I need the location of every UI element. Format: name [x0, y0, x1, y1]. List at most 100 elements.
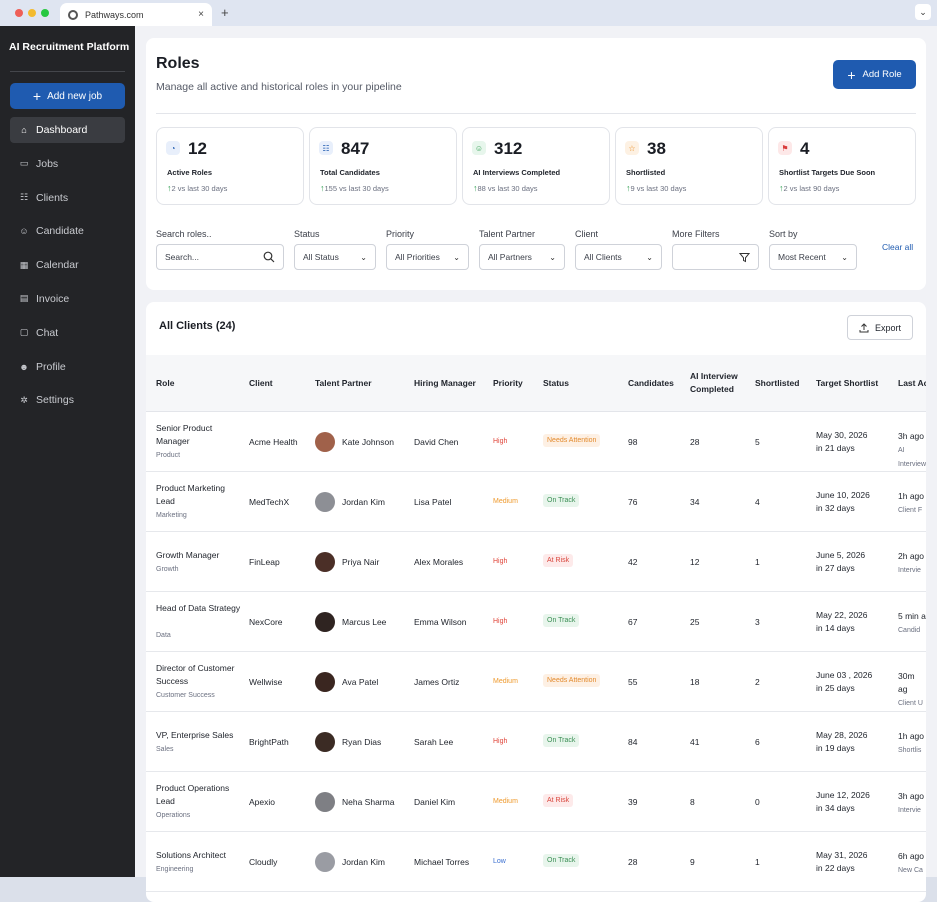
- maximize-window-button[interactable]: [41, 9, 49, 17]
- add-new-job-button[interactable]: + Add new job: [10, 83, 125, 109]
- status-select[interactable]: All Status ⌄: [294, 244, 376, 270]
- sort-label: Sort by: [769, 229, 798, 239]
- sidebar-item-clients[interactable]: ☷ Clients: [10, 185, 125, 211]
- col-status[interactable]: Status: [543, 378, 569, 388]
- table-row[interactable]: Product Marketing Lead Marketing MedTechX J…: [146, 472, 926, 532]
- last-activity: 3h ago Intervie: [898, 790, 924, 817]
- role-name[interactable]: Senior Product Manager: [156, 423, 213, 446]
- role-name[interactable]: Product Operations Lead: [156, 783, 230, 806]
- sidebar-item-dashboard[interactable]: ⌂ Dashboard: [10, 117, 125, 143]
- priority-label: High: [493, 738, 508, 745]
- last-activity: 1h ago Shortlis: [898, 730, 924, 757]
- col-ai-interview[interactable]: AI Interview: [690, 371, 738, 381]
- role-department: Product: [156, 452, 181, 459]
- table-row[interactable]: Product Operations Lead Operations Apexio N…: [146, 772, 926, 832]
- role-name[interactable]: VP, Enterprise Sales: [156, 730, 234, 740]
- table-row[interactable]: Solutions Architect Engineering Cloudly Jor…: [146, 832, 926, 892]
- col-target-shortlist[interactable]: Target Shortlist: [816, 378, 879, 388]
- client-select[interactable]: All Clients ⌄: [575, 244, 662, 270]
- target-date: May 31, 2026: [816, 850, 868, 860]
- stat-change: ↑155 vs last 30 days: [320, 183, 389, 193]
- col-priority[interactable]: Priority: [493, 378, 523, 388]
- sidebar-item-candidate[interactable]: ☺ Candidate: [10, 218, 125, 244]
- role-name[interactable]: Product Marketing Lead: [156, 483, 225, 506]
- more-filters-button[interactable]: [672, 244, 759, 270]
- candidates-icon: ☷: [319, 141, 333, 155]
- role-name[interactable]: Director of Customer Success: [156, 663, 235, 686]
- talent-partner: Ryan Dias: [342, 737, 382, 747]
- chevron-down-icon: ⌄: [453, 252, 460, 262]
- sidebar-item-profile[interactable]: ☻ Profile: [10, 354, 125, 380]
- close-tab-icon[interactable]: ×: [198, 9, 204, 20]
- avatar: [315, 792, 335, 812]
- partner-select[interactable]: All Partners ⌄: [479, 244, 565, 270]
- tab-title: Pathways.com: [85, 9, 144, 20]
- chevron-down-icon[interactable]: ⌄: [915, 4, 931, 20]
- table-row[interactable]: Growth Manager Growth FinLeap Priya Nair Ale…: [146, 532, 926, 592]
- col-hiring-manager[interactable]: Hiring Manager: [414, 378, 476, 388]
- client-name: MedTechX: [249, 497, 290, 507]
- role-department: Data: [156, 632, 171, 639]
- sidebar-item-settings[interactable]: ✲ Settings: [10, 387, 125, 413]
- priority-label: Medium: [493, 798, 518, 805]
- sidebar-item-jobs[interactable]: ▭ Jobs: [10, 151, 125, 177]
- col-ai-completed: Completed: [690, 384, 734, 394]
- client-name: FinLeap: [249, 557, 280, 567]
- col-client[interactable]: Client: [249, 378, 273, 388]
- browser-tab[interactable]: Pathways.com ×: [60, 3, 212, 26]
- stat-label: AI Interviews Completed: [473, 168, 561, 177]
- chevron-down-icon: ⌄: [549, 252, 556, 262]
- col-candidates[interactable]: Candidates: [628, 378, 674, 388]
- stat-change-text: 2 vs last 90 days: [783, 184, 840, 193]
- role-name[interactable]: Solutions Architect: [156, 850, 226, 860]
- col-last-activity[interactable]: Last Activity: [898, 378, 926, 388]
- flag-icon: ⚑: [778, 141, 792, 155]
- sidebar-item-invoice[interactable]: ▤ Invoice: [10, 286, 125, 312]
- role-department: Customer Success: [156, 692, 215, 699]
- minimize-window-button[interactable]: [28, 9, 36, 17]
- sidebar-item-label: Jobs: [36, 157, 59, 170]
- page-title: Roles: [156, 55, 200, 72]
- header-divider: [156, 113, 916, 114]
- arrow-up-icon: ↑: [473, 183, 478, 193]
- arrow-up-icon: ↑: [779, 183, 784, 193]
- sort-select[interactable]: Most Recent ⌄: [769, 244, 857, 270]
- table-row[interactable]: Senior Product Manager Product Acme Health…: [146, 412, 926, 472]
- target-shortlist: May 28, 2026 in 19 days: [816, 729, 868, 755]
- status-badge: Needs Attention: [543, 434, 601, 447]
- close-window-button[interactable]: [15, 9, 23, 17]
- col-role[interactable]: Role: [156, 378, 175, 388]
- target-due: in 25 days: [816, 683, 855, 693]
- arrow-up-icon: ↑: [626, 183, 631, 193]
- last-activity-detail: New Ca: [898, 867, 923, 874]
- target-date: June 10, 2026: [816, 490, 870, 500]
- priority-select[interactable]: All Priorities ⌄: [386, 244, 469, 270]
- export-label: Export: [874, 322, 901, 333]
- target-shortlist: June 10, 2026 in 32 days: [816, 489, 870, 515]
- col-shortlisted[interactable]: Shortlisted: [755, 378, 800, 388]
- shortlisted-count: 1: [755, 557, 760, 567]
- new-tab-button[interactable]: +: [221, 5, 229, 20]
- export-button[interactable]: Export: [847, 315, 913, 340]
- chat-icon: ▢: [19, 327, 29, 338]
- table-row[interactable]: Head of Data Strategy Data NexCore Marcus L…: [146, 592, 926, 652]
- table-row[interactable]: VP, Enterprise Sales Sales BrightPath Ryan …: [146, 712, 926, 772]
- table-row[interactable]: Director of Customer Success Customer Suc…: [146, 652, 926, 712]
- search-input[interactable]: Search...: [156, 244, 284, 270]
- briefcase-icon: ▭: [19, 158, 29, 169]
- users-icon: ☷: [19, 192, 29, 203]
- add-role-button[interactable]: + Add Role: [833, 60, 916, 89]
- upload-icon: [859, 322, 869, 332]
- role-name[interactable]: Head of Data Strategy: [156, 603, 241, 613]
- role-name[interactable]: Growth Manager: [156, 550, 220, 560]
- talent-partner: Jordan Kim: [342, 857, 385, 867]
- sidebar-item-calendar[interactable]: ▦ Calendar: [10, 252, 125, 278]
- clear-all-link[interactable]: Clear all: [882, 242, 914, 252]
- stat-card: ☆ 38 Shortlisted ↑9 vs last 30 days: [615, 127, 763, 205]
- col-talent-partner[interactable]: Talent Partner: [315, 378, 372, 388]
- sidebar-item-label: Invoice: [36, 292, 70, 305]
- sidebar-item-chat[interactable]: ▢ Chat: [10, 320, 125, 346]
- ai-interview-count: 41: [690, 737, 700, 747]
- client-name: NexCore: [249, 617, 283, 627]
- client-name: Cloudly: [249, 857, 278, 867]
